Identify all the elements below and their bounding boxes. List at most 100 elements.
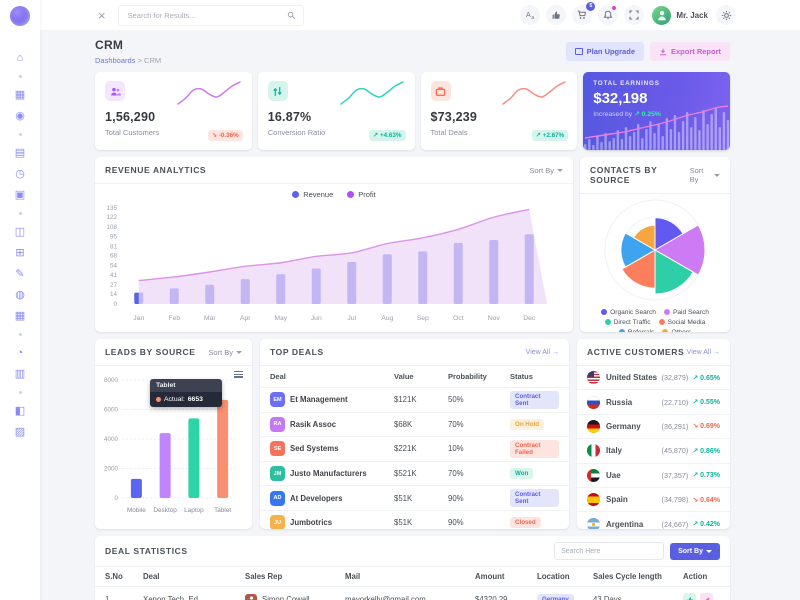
stat-label: Total Deals xyxy=(430,128,468,137)
leads-bar[interactable] xyxy=(217,399,229,498)
legend-label: Profit xyxy=(358,189,376,199)
table-row[interactable]: JM Justo Manufacturers $521K 70% Won xyxy=(260,462,569,487)
card-icon[interactable]: ◫ xyxy=(14,226,26,238)
customer-row[interactable]: Spain (34,798) ↘ 0.64% xyxy=(577,488,730,513)
global-search[interactable] xyxy=(117,4,304,26)
pen-icon[interactable]: ✎ xyxy=(15,268,25,280)
deal-cell: AD At Developers xyxy=(270,490,394,506)
deal-name: Et Management xyxy=(290,395,348,405)
notification-dot xyxy=(612,6,617,10)
sort-by-dropdown[interactable]: Sort By xyxy=(529,166,563,175)
table-row[interactable]: SE Sed Systems $221K 10% Contract Failed xyxy=(260,437,569,462)
table-row[interactable]: RA Rasik Assoc $68K 70% On Hold xyxy=(260,413,569,438)
deal-name: Jumbotrics xyxy=(290,518,333,528)
table-row[interactable]: 1 Xenon Tech. Ed. Simon Cowall mayorkelly@g… xyxy=(95,587,730,600)
table-row[interactable]: EM Et Management $121K 50% Contract Sent xyxy=(260,388,569,413)
like-button[interactable] xyxy=(546,5,567,25)
status-cell: Contract Sent xyxy=(510,489,559,508)
image-icon[interactable]: ▨ xyxy=(14,426,26,438)
country-name: United States xyxy=(606,373,658,383)
stat-delta-badge: ↘ -0.36% xyxy=(207,130,243,141)
page-header: CRM Dashboards > CRM Plan Upgrade Export… xyxy=(95,38,730,68)
breadcrumb-current: CRM xyxy=(144,56,162,65)
svg-text:Mobile: Mobile xyxy=(127,507,146,514)
total-earnings-card: TOTAL EARNINGS $32,198 Increased by ↗ 0.… xyxy=(583,72,731,150)
table-sort-button[interactable]: Sort By xyxy=(670,542,720,560)
user-icon[interactable]: ◍ xyxy=(15,289,25,301)
compass-icon[interactable]: ◔ xyxy=(16,347,24,359)
leads-bar[interactable] xyxy=(130,478,142,498)
view-all-link[interactable]: View All → xyxy=(525,348,559,356)
cart-icon xyxy=(578,10,587,19)
top-deals-panel: TOP DEALS View All → Deal Value Probabilit… xyxy=(260,339,569,529)
table-row[interactable]: AD At Developers $51K 90% Contract Sent xyxy=(260,486,569,511)
customer-info: Germany xyxy=(587,419,662,433)
polar-slice xyxy=(621,249,656,289)
leads-bar[interactable] xyxy=(159,433,171,498)
customer-row[interactable]: United States (32,879) ↗ 0.65% xyxy=(577,366,730,391)
briefcase-icon[interactable]: ▤ xyxy=(14,147,26,159)
customer-count: (32,879) xyxy=(661,373,689,383)
table-row[interactable]: JU Jumbotrics $51K 90% Closed xyxy=(260,511,569,529)
customer-row[interactable]: Italy (45,870) ↗ 0.86% xyxy=(577,439,730,464)
close-icon[interactable]: × xyxy=(98,7,106,23)
gallery-icon[interactable]: ▣ xyxy=(14,189,26,201)
panel-title: LEADS BY SOURCE xyxy=(105,347,196,357)
deal-probability: 90% xyxy=(448,493,464,503)
customer-info: Uae xyxy=(587,468,662,482)
settings-button[interactable] xyxy=(716,5,736,25)
edit-action-button[interactable] xyxy=(700,593,713,600)
chevron-down-icon xyxy=(714,173,720,180)
customer-row[interactable]: Russia (22,710) ↗ 0.55% xyxy=(577,390,730,415)
customer-row[interactable]: Germany (36,291) ↘ 0.69% xyxy=(577,415,730,440)
plan-upgrade-button[interactable]: Plan Upgrade xyxy=(565,42,644,61)
sort-by-dropdown[interactable]: Sort By xyxy=(208,348,242,357)
search-input[interactable] xyxy=(125,9,287,21)
stat-label: Total Customers xyxy=(105,128,160,137)
separator-dot xyxy=(18,391,22,394)
svg-text:Aug: Aug xyxy=(381,315,393,322)
user-menu[interactable]: Mr. Jack xyxy=(650,5,710,25)
cart-button[interactable]: 5 xyxy=(572,2,596,25)
home-icon[interactable]: ⌂ xyxy=(16,52,24,64)
active-customers-panel: ACTIVE CUSTOMERS View All → United State… xyxy=(577,339,730,529)
view-all-link[interactable]: View All → xyxy=(686,348,720,356)
leads-bar[interactable] xyxy=(188,418,200,498)
customer-row[interactable]: Argentina (24,667) ↗ 0.42% xyxy=(577,512,730,529)
chart-tooltip: Tablet Actual: 6653 xyxy=(150,379,222,407)
layers-icon[interactable]: ▦ xyxy=(14,310,26,322)
fullscreen-button[interactable] xyxy=(624,5,645,25)
legend-dot xyxy=(662,329,669,332)
dashboard-icon[interactable]: ▦ xyxy=(14,89,26,101)
globe-icon[interactable]: ◉ xyxy=(15,110,25,122)
customer-info: Russia xyxy=(587,395,662,409)
svg-text:May: May xyxy=(274,315,287,322)
chart-legend: Organic Search Paid Search Direct Traffic S… xyxy=(580,306,730,332)
table-search-input[interactable] xyxy=(554,542,665,560)
leads-by-source-panel: LEADS BY SOURCE Sort By 0 2000 4000 6000 800… xyxy=(95,339,252,529)
active-customers-list: United States (32,879) ↗ 0.65% Russia (22,71… xyxy=(577,366,730,529)
svg-text:Jul: Jul xyxy=(347,315,356,322)
deal-statistics-panel: DEAL STATISTICS Sort By S.No Deal Sales Re… xyxy=(95,536,730,600)
panel-title: REVENUE ANALYTICS xyxy=(105,165,207,175)
app-logo[interactable] xyxy=(10,6,30,26)
clock-icon[interactable]: ◷ xyxy=(15,168,25,180)
deal-value: $221K xyxy=(394,444,417,454)
chart-menu-icon[interactable] xyxy=(234,371,243,378)
download-icon xyxy=(659,48,666,55)
archive-icon[interactable]: ▥ xyxy=(14,368,26,380)
chart-icon[interactable]: ◧ xyxy=(14,405,26,417)
notifications-button[interactable] xyxy=(598,5,619,25)
legend-item: Direct Traffic xyxy=(604,319,651,326)
deal-name: At Developers xyxy=(290,493,343,503)
calendar-icon[interactable]: ⊞ xyxy=(15,247,25,259)
customer-row[interactable]: Uae (37,357) ↗ 0.73% xyxy=(577,464,730,488)
mail-address: mayorkelly@gmail.com xyxy=(345,595,426,600)
deal-cell: JM Justo Manufacturers xyxy=(270,466,394,482)
sort-by-dropdown[interactable]: Sort By xyxy=(690,166,720,184)
breadcrumb-dashboards[interactable]: Dashboards xyxy=(95,56,136,65)
amount-value: $4320.29 xyxy=(475,595,508,600)
like-action-button[interactable] xyxy=(683,593,696,600)
export-report-button[interactable]: Export Report xyxy=(649,42,730,61)
